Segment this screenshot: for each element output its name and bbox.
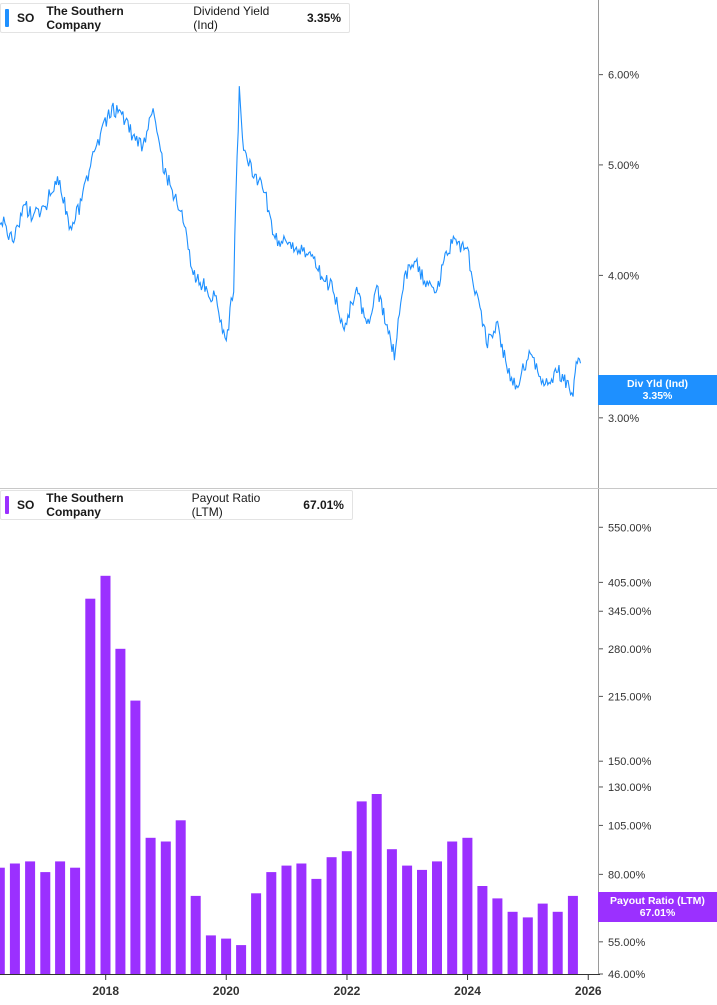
payout-ratio-bar (205, 935, 216, 974)
y-tick-label: 150.00% (608, 756, 652, 768)
payout-ratio-bar (311, 878, 322, 974)
payout-ratio-bar (432, 861, 442, 974)
y-tick-label: 4.00% (608, 270, 639, 282)
payout-ratio-bar (55, 861, 66, 974)
payout-ratio-legend[interactable]: SO The Southern Company Payout Ratio (LT… (0, 490, 353, 520)
payout-ratio-bar (175, 820, 186, 974)
y-tick-label: 215.00% (608, 691, 652, 703)
payout-ratio-bar (40, 872, 51, 974)
payout-ratio-bar (266, 872, 277, 974)
y-tick-label: 46.00% (608, 969, 646, 981)
y-tick-label: 5.00% (608, 160, 639, 172)
payout-ratio-bar (371, 794, 382, 974)
payout-ratio-bar (296, 863, 307, 974)
y-tick-label: 345.00% (608, 606, 652, 618)
y-tick-label: 550.00% (608, 522, 652, 534)
payout-ratio-bar (462, 837, 473, 974)
y-tick-label: 405.00% (608, 577, 652, 589)
payout-ratio-bar (507, 911, 518, 974)
current-value: 3.35% (306, 11, 341, 25)
y-tick-label: 55.00% (608, 937, 646, 949)
payout-ratio-bar (386, 849, 397, 974)
payout-ratio-bar (70, 867, 81, 974)
dividend-yield-legend[interactable]: SO The Southern Company Dividend Yield (… (0, 3, 350, 33)
payout-ratio-bar (567, 895, 578, 974)
ticker-symbol: SO (16, 498, 35, 512)
payout-ratio-bar (522, 917, 533, 974)
payout-ratio-bar (85, 598, 96, 974)
payout-ratio-value-tag: Payout Ratio (LTM) 67.01% (598, 892, 717, 922)
tag-value: 3.35% (642, 390, 673, 402)
payout-ratio-bar (356, 801, 367, 974)
payout-ratio-bar (326, 857, 337, 974)
y-tick-label: 130.00% (608, 782, 652, 794)
tag-label: Payout Ratio (LTM) (610, 895, 705, 907)
y-tick-label: 3.00% (608, 413, 639, 425)
payout-ratio-bar (236, 945, 247, 974)
payout-ratio-bar (477, 886, 488, 974)
series-color-swatch (5, 9, 9, 27)
payout-ratio-bar (281, 865, 292, 974)
payout-ratio-bar (100, 575, 111, 974)
payout-ratio-bar (552, 911, 563, 974)
dividend-yield-value-tag: Div Yld (Ind) 3.35% (598, 375, 717, 405)
dividend-yield-panel: 3.00% 4.00% 5.00% 6.00% (0, 70, 639, 425)
payout-ratio-bar (115, 648, 126, 974)
x-tick-label: 2026 (575, 984, 602, 998)
payout-ratio-bar (251, 893, 262, 974)
x-axis: 2018 2020 2022 2024 2026 (92, 975, 602, 998)
payout-ratio-bar (130, 700, 141, 974)
y-tick-label: 6.00% (608, 70, 639, 82)
payout-ratio-bar (145, 837, 156, 974)
payout-ratio-panel: 46.00% 55.00% 80.00% 105.00% 130.00% 150.00% 2… (0, 522, 652, 981)
payout-ratio-bar (9, 863, 20, 974)
payout-ratio-bar (25, 861, 36, 974)
company-name: The Southern Company (46, 4, 124, 32)
x-tick-label: 2018 (92, 984, 119, 998)
ticker-symbol: SO (16, 11, 35, 25)
payout-ratio-bar (447, 841, 458, 974)
y-tick-label: 80.00% (608, 869, 646, 881)
x-tick-label: 2024 (454, 984, 481, 998)
payout-ratio-bar (402, 865, 413, 974)
payout-ratio-bar (492, 898, 503, 974)
tag-label: Div Yld (Ind) (626, 378, 689, 390)
payout-ratio-bar (0, 867, 5, 974)
y-tick-label: 105.00% (608, 820, 652, 832)
dividend-yield-line (0, 86, 582, 397)
metric-name: Dividend Yield (Ind) (193, 4, 270, 32)
x-tick-label: 2020 (213, 984, 240, 998)
company-name: The Southern Company (46, 491, 124, 519)
payout-ratio-bar (537, 903, 548, 974)
x-tick-label: 2022 (334, 984, 361, 998)
payout-ratio-bar (341, 851, 352, 974)
series-color-swatch (5, 496, 9, 514)
payout-ratio-bar (417, 869, 427, 974)
y-tick-label: 280.00% (608, 644, 652, 656)
payout-ratio-bar (190, 895, 201, 974)
payout-ratio-bar (160, 841, 171, 974)
payout-ratio-bar (221, 938, 232, 974)
metric-name: Payout Ratio (LTM) (191, 491, 261, 519)
current-value: 67.01% (303, 498, 344, 512)
tag-value: 67.01% (639, 907, 676, 919)
